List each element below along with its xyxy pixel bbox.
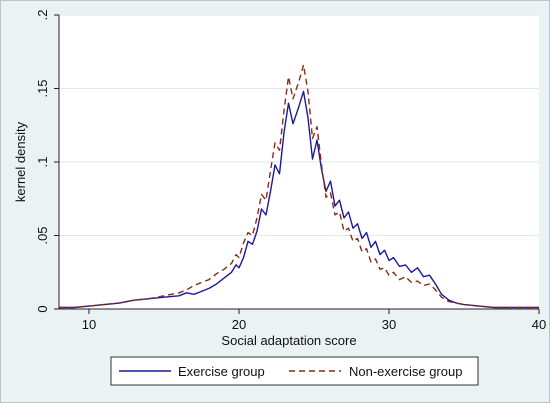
y-tick-label: .1 [35, 157, 50, 168]
x-axis-title: Social adaptation score [221, 333, 356, 348]
series-line-exercise [59, 90, 539, 309]
x-tick-label: 40 [532, 317, 546, 332]
x-tick-label: 30 [382, 317, 396, 332]
legend-label-non-exercise: Non-exercise group [349, 364, 462, 379]
y-tick-label: .2 [35, 10, 50, 21]
x-tick-label: 20 [232, 317, 246, 332]
legend-label-exercise: Exercise group [178, 364, 265, 379]
series-lines [59, 64, 539, 309]
x-tick-label: 10 [82, 317, 96, 332]
y-tick-label: .15 [35, 79, 50, 97]
y-axis-title: kernel density [13, 121, 28, 202]
y-tick-label: .05 [35, 226, 50, 244]
y-tick-label: 0 [35, 305, 50, 312]
grid-lines [59, 14, 539, 236]
legend: Exercise group Non-exercise group [110, 356, 479, 386]
axes: 0 .05 .1 .15 .2 10 20 30 40 [35, 10, 546, 332]
